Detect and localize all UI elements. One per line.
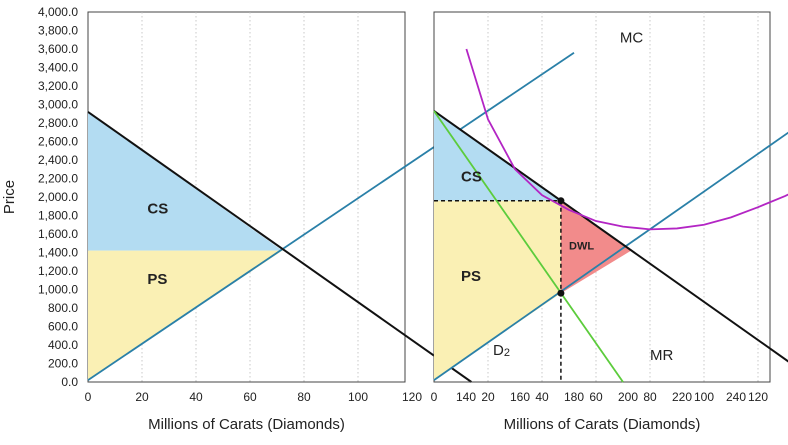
area-label-ps: PS — [147, 271, 167, 288]
area-ps — [434, 200, 561, 381]
y-tick-label: 400.0 — [48, 338, 78, 352]
series-line-d2 — [433, 110, 788, 363]
y-tick-label: 2,000.0 — [38, 190, 78, 204]
x-tick-label: 0 — [431, 390, 438, 404]
x-tick-label: 80 — [297, 390, 311, 404]
equilibrium-point — [557, 289, 565, 297]
chart-panel-2 — [433, 11, 788, 383]
x-tick-label: 140 — [456, 390, 476, 404]
y-tick-label: 1,400.0 — [38, 246, 78, 260]
series-label-mr: MR — [650, 347, 673, 364]
area-label-dwl: DWL — [569, 241, 594, 253]
y-tick-label: 3,600.0 — [38, 42, 78, 56]
series-label-d: D — [493, 342, 504, 359]
x-tick-label: 80 — [643, 390, 657, 404]
series-line-mc — [433, 131, 788, 381]
area-label-cs: CS — [461, 168, 482, 185]
x-tick-label: 20 — [135, 390, 149, 404]
x-tick-label: 60 — [589, 390, 603, 404]
x-tick-label: 40 — [189, 390, 203, 404]
y-tick-label: 1,000.0 — [38, 283, 78, 297]
x-tick-label: 20 — [481, 390, 495, 404]
y-tick-label: 1,200.0 — [38, 264, 78, 278]
x-tick-label: 200 — [618, 390, 638, 404]
x-tick-label: 220 — [672, 390, 692, 404]
x-tick-label: 0 — [85, 390, 92, 404]
y-tick-label: 2,200.0 — [38, 172, 78, 186]
series-line-mr — [433, 110, 624, 383]
y-tick-label: 3,000.0 — [38, 98, 78, 112]
y-tick-label: 600.0 — [48, 320, 78, 334]
y-tick-label: 2,400.0 — [38, 153, 78, 167]
y-tick-label: 4,000.0 — [38, 5, 78, 19]
x-tick-label: 180 — [564, 390, 584, 404]
chart-panel-1 — [87, 11, 575, 383]
y-tick-label: 1,800.0 — [38, 209, 78, 223]
area-label-ps: PS — [461, 268, 481, 285]
y-tick-label: 3,200.0 — [38, 79, 78, 93]
series-line-atc — [465, 48, 788, 231]
y-tick-label: 3,800.0 — [38, 24, 78, 38]
x-tick-label: 120 — [402, 390, 422, 404]
y-tick-label: 0.0 — [61, 375, 78, 389]
series-label-mc: MC — [620, 30, 643, 47]
y-tick-label: 200.0 — [48, 357, 78, 371]
y-axis-title: Price — [1, 180, 18, 214]
x-tick-label: 120 — [748, 390, 768, 404]
area-dwl — [560, 200, 632, 294]
x-axis-title: Millions of Carats (Diamonds) — [504, 416, 701, 433]
x-tick-label: 160 — [510, 390, 530, 404]
y-tick-label: 1,600.0 — [38, 227, 78, 241]
series-label-subscript: 2 — [504, 347, 510, 359]
x-axis-title: Millions of Carats (Diamonds) — [148, 416, 345, 433]
x-tick-label: 40 — [535, 390, 549, 404]
x-tick-label: 240 — [726, 390, 746, 404]
area-label-cs: CS — [147, 201, 168, 218]
x-tick-label: 60 — [243, 390, 257, 404]
x-tick-label: 100 — [694, 390, 714, 404]
y-tick-label: 3,400.0 — [38, 61, 78, 75]
x-tick-label: 100 — [348, 390, 368, 404]
equilibrium-point — [557, 197, 565, 205]
series-line-mc — [87, 51, 575, 381]
y-tick-label: 800.0 — [48, 301, 78, 315]
y-tick-label: 2,600.0 — [38, 135, 78, 149]
series-label-d2: D2 — [493, 342, 510, 359]
y-tick-label: 2,800.0 — [38, 116, 78, 130]
series-line-d2 — [87, 111, 472, 383]
